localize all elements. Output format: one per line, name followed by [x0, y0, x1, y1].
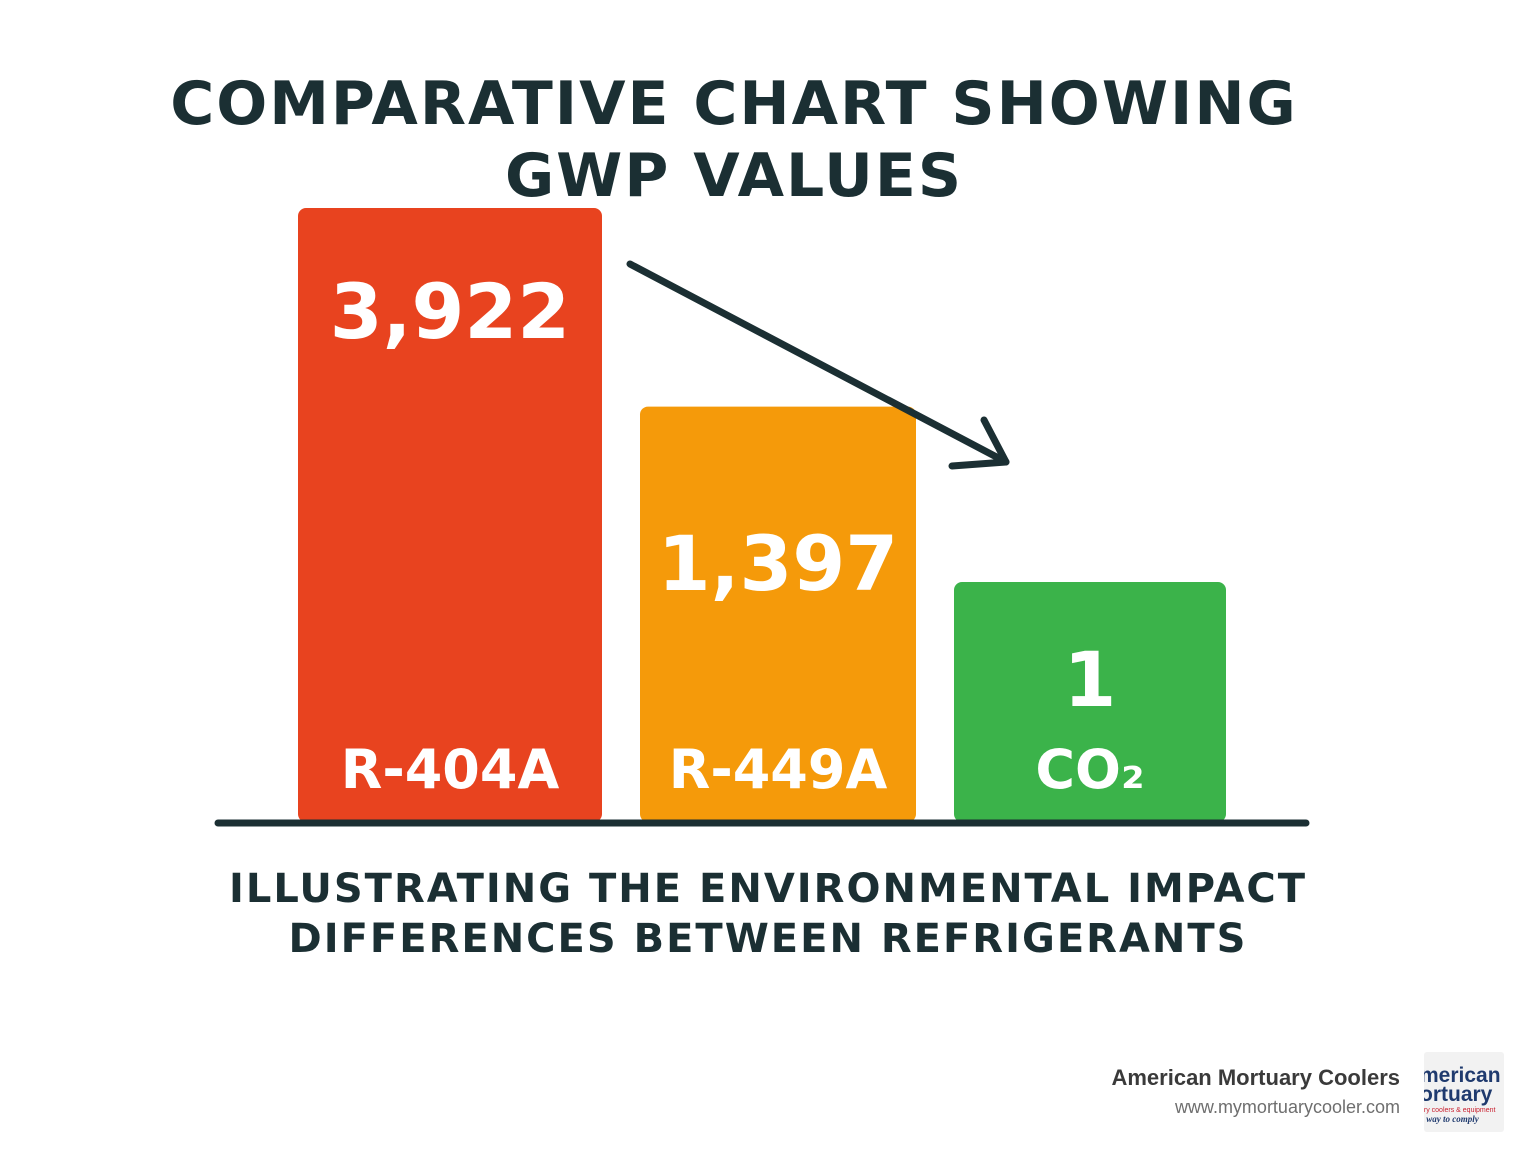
chart-title-line-1: COMPARATIVE CHART SHOWING — [170, 69, 1298, 139]
chart-subtitle-line-2: DIFFERENCES BETWEEN REFRIGERANTS — [288, 916, 1248, 962]
brand-logo-text-1: merican — [1424, 1064, 1501, 1087]
bar-value-label-3: 1 — [1064, 635, 1117, 724]
bars-group: 3,922 R-404A 1,397 R-449A 1 CO₂ — [298, 208, 1226, 822]
bar-1 — [298, 208, 602, 822]
bar-category-label-2: R-449A — [669, 738, 888, 801]
bar-category-label-1: R-404A — [341, 738, 560, 801]
brand-logo-text-3: ary coolers & equipment — [1424, 1107, 1496, 1114]
brand-block: American Mortuary Coolers www.mymortuary… — [1111, 1064, 1400, 1122]
brand-name: American Mortuary Coolers — [1111, 1065, 1400, 1090]
chart-title-line-2: GWP VALUES — [504, 141, 964, 211]
brand-logo-text-2: ortuary — [1424, 1083, 1493, 1106]
brand-logo-text-4: e way to comply — [1424, 1114, 1480, 1124]
bar-value-label-2: 1,397 — [658, 519, 898, 608]
bar-category-label-3: CO₂ — [1035, 738, 1144, 801]
bar-3 — [954, 582, 1226, 822]
brand-logo: merican ortuary ary coolers & equipment … — [1424, 1052, 1504, 1132]
trend-arrow-head — [948, 416, 1010, 470]
brand-logo-graphic: merican ortuary ary coolers & equipment … — [1424, 1064, 1501, 1124]
bar-value-label-1: 3,922 — [330, 267, 570, 356]
trend-arrow-shaft — [626, 260, 1010, 466]
trend-arrow — [626, 260, 1010, 470]
chart-subtitle: ILLUSTRATING THE ENVIRONMENTAL IMPACT DI… — [0, 864, 1536, 964]
bar-2 — [640, 406, 916, 822]
brand-url: www.mymortuarycooler.com — [1174, 1097, 1400, 1117]
chart-title: COMPARATIVE CHART SHOWING GWP VALUES — [0, 68, 1468, 212]
chart-subtitle-line-1: ILLUSTRATING THE ENVIRONMENTAL IMPACT — [228, 866, 1308, 912]
